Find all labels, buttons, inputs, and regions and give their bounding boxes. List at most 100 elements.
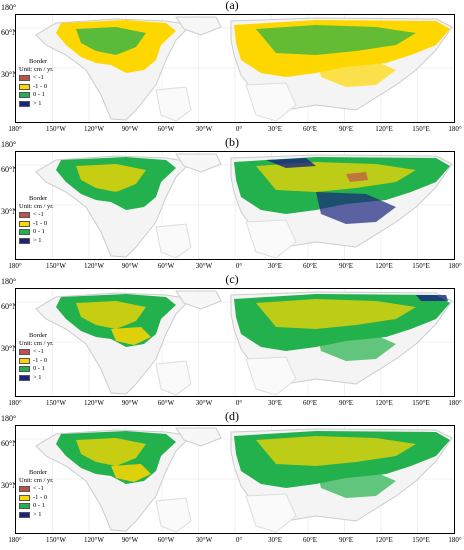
longitude-label: 0° [235,125,243,133]
longitude-label: 60°W [157,125,175,133]
map-panel: (c) 180° 60°N 30°N 180° 150°W 120°W 90°W 60°W 30°… [0,272,464,410]
longitude-label: 30°E [267,399,283,407]
legend-item: 0 - 1 [19,365,54,374]
longitude-label: 30°E [267,262,283,270]
legend-unit: Unit: cm / yr. [19,203,54,210]
longitude-label: 60°E [302,399,318,407]
legend-item: > 1 [19,374,54,383]
legend-label: 0 - 1 [33,228,45,236]
legend-swatch [19,100,30,107]
longitude-label: 150°E [412,125,430,133]
legend-swatch [19,92,30,99]
longitude-label: 60°W [157,536,175,544]
legend-swatch [19,212,30,219]
legend-item: < -1 [19,348,54,357]
legend-swatch [19,357,30,364]
legend-swatch [19,366,30,373]
latitude-label: 60°N [1,302,18,311]
panel-label: (c) [225,272,239,286]
longitude-label: 90°W [121,399,139,407]
latitude-label: 30°N [1,70,18,79]
legend-title: Border [29,332,48,339]
panel-label: (a) [225,0,239,12]
longitude-label: 0° [235,536,243,544]
map-canvas [16,426,454,533]
longitude-label: 120°E [375,262,393,270]
legend-item: -1 - 0 [19,357,54,366]
legend-item: > 1 [19,237,54,246]
longitude-label: 60°E [302,262,318,270]
map-frame [15,14,455,123]
legend-swatch [19,374,30,381]
longitude-label: 60°W [157,399,175,407]
longitude-label: 120°W [84,399,104,407]
legend-label: -1 - 0 [33,493,48,501]
map-frame [15,425,455,534]
legend-title: Border [29,58,48,65]
longitude-label: 60°E [302,125,318,133]
legend-item: -1 - 0 [19,83,54,92]
panel-label: (d) [225,409,239,423]
map-canvas [16,152,454,259]
longitude-label: 30°W [195,262,213,270]
legend-label: 0 - 1 [33,91,45,99]
longitude-label: 150°W [46,399,66,407]
legend-label: < -1 [33,348,44,356]
longitude-label: 180° [8,125,22,133]
longitude-label: 180° [448,536,462,544]
map-canvas [16,15,454,122]
map-canvas [16,289,454,396]
longitude-label: 120°W [84,262,104,270]
longitude-label: 150°W [46,536,66,544]
longitude-label: 0° [235,262,243,270]
legend-swatch [19,486,30,493]
longitude-label: 120°E [375,125,393,133]
latitude-label: 60°N [1,165,18,174]
longitude-label: 90°E [338,399,354,407]
legend-unit: Unit: cm / yr. [19,66,54,73]
legend-item: -1 - 0 [19,494,54,503]
latitude-label: 30°N [1,344,18,353]
legend-label: 0 - 1 [33,365,45,373]
longitude-label: 90°W [121,536,139,544]
map-frame [15,288,455,397]
legend-label: -1 - 0 [33,219,48,227]
latitude-label: 180° [1,140,17,149]
latitude-label: 30°N [1,207,18,216]
longitude-label: 120°W [84,125,104,133]
legend-label: < -1 [33,485,44,493]
longitude-label: 30°W [195,399,213,407]
legend-swatch [19,83,30,90]
longitude-label: 180° [8,399,22,407]
longitude-label: 60°E [302,536,318,544]
longitude-label: 120°W [84,536,104,544]
legend-swatch [19,229,30,236]
legend-label: < -1 [33,74,44,82]
map-panel: (d) 180° 60°N 30°N 180° 150°W 120°W 90°W 60°W 30°… [0,409,464,547]
longitude-label: 150°E [412,536,430,544]
legend-label: 0 - 1 [33,502,45,510]
longitude-label: 30°E [267,125,283,133]
longitude-label: 90°E [338,125,354,133]
latitude-label: 180° [1,3,17,12]
legend-unit: Unit: cm / yr. [19,340,54,347]
legend-title: Border [29,469,48,476]
legend-swatch [19,503,30,510]
longitude-label: 0° [235,399,243,407]
legend-unit: Unit: cm / yr. [19,477,54,484]
panel-label: (b) [225,135,239,149]
latitude-label: 60°N [1,28,18,37]
legend-swatch [19,349,30,356]
legend-item: > 1 [19,511,54,520]
longitude-label: 180° [448,399,462,407]
longitude-label: 180° [8,262,22,270]
legend-label: > 1 [33,510,42,518]
longitude-label: 150°W [46,125,66,133]
legend-item: < -1 [19,211,54,220]
longitude-label: 30°E [267,536,283,544]
legend-label: < -1 [33,211,44,219]
